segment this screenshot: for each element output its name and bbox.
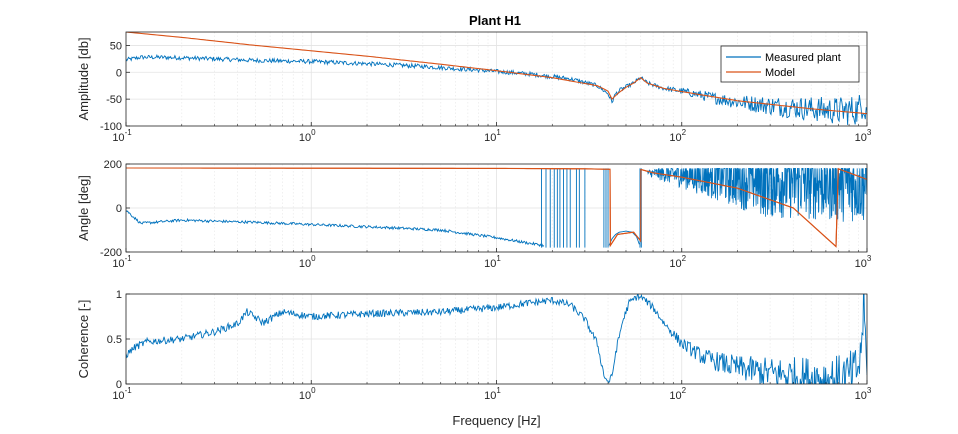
measured-line bbox=[126, 294, 867, 384]
subplot-2: 1 0 -1 100 101 102 103 -200 0 200 Angle [deg] bbox=[76, 159, 872, 270]
legend-box bbox=[720, 45, 860, 83]
figure-title: Plant H1 bbox=[469, 13, 521, 28]
x-tick-exponent: 3 bbox=[867, 254, 872, 263]
x-tick-label: 102 bbox=[669, 128, 686, 144]
measured-line bbox=[608, 230, 640, 246]
y-axis-label: Coherence [-] bbox=[76, 300, 91, 379]
x-tick-label: 102 bbox=[669, 386, 686, 402]
subplot-1: 1 0 -1 100 101 102 103 -100 -50 0 50 Amplitude [db]… bbox=[76, 31, 872, 144]
model-line bbox=[126, 167, 867, 248]
y-axis-label: Angle [deg] bbox=[76, 175, 91, 241]
x-axis-label: Frequency [Hz] bbox=[452, 413, 540, 428]
measured-line bbox=[126, 54, 867, 125]
y-tick-label: 0 bbox=[116, 379, 122, 391]
y-tick-label: 0 bbox=[116, 67, 122, 79]
x-tick-exponent: 3 bbox=[867, 128, 872, 137]
phase-wrap-lines bbox=[126, 167, 867, 248]
legend-entry: Model bbox=[765, 67, 795, 79]
x-tick-label: 100 bbox=[299, 254, 316, 270]
model-line bbox=[126, 32, 867, 115]
y-tick-label: -200 bbox=[100, 247, 122, 259]
x-tick-exponent: -1 bbox=[125, 254, 133, 263]
measured-line bbox=[646, 168, 867, 222]
series-group bbox=[126, 32, 867, 125]
legend-entry: Measured plant bbox=[765, 52, 841, 64]
y-tick-label: 0.5 bbox=[107, 334, 122, 346]
y-axis-label: Amplitude [db] bbox=[76, 37, 91, 120]
y-tick-label: -50 bbox=[106, 94, 122, 106]
x-tick-exponent: 1 bbox=[496, 128, 501, 137]
x-tick-label: 100 bbox=[299, 386, 316, 402]
y-tick-label: 1 bbox=[116, 289, 122, 301]
y-tick-label: 200 bbox=[104, 159, 122, 171]
x-tick-exponent: 2 bbox=[682, 128, 687, 137]
x-tick-label: 103 bbox=[855, 386, 872, 402]
series-group bbox=[126, 294, 867, 384]
x-tick-exponent: 0 bbox=[311, 386, 316, 395]
y-tick-label: -100 bbox=[100, 121, 122, 133]
x-tick-exponent: 2 bbox=[682, 254, 687, 263]
legend: Measured plant Model bbox=[720, 45, 860, 83]
x-tick-label: 103 bbox=[855, 128, 872, 144]
x-tick-exponent: 0 bbox=[311, 254, 316, 263]
x-tick-exponent: -1 bbox=[125, 128, 133, 137]
x-tick-exponent: 1 bbox=[496, 254, 501, 263]
x-tick-exponent: 1 bbox=[496, 386, 501, 395]
x-tick-label: 101 bbox=[484, 254, 501, 270]
x-tick-label: 102 bbox=[669, 254, 686, 270]
x-tick-exponent: 2 bbox=[682, 386, 687, 395]
x-tick-exponent: 3 bbox=[867, 386, 872, 395]
x-tick-label: 103 bbox=[855, 254, 872, 270]
x-tick-label: 101 bbox=[484, 386, 501, 402]
x-tick-exponent: 0 bbox=[311, 128, 316, 137]
x-tick-exponent: -1 bbox=[125, 386, 133, 395]
measured-line bbox=[126, 210, 545, 248]
x-tick-label: 101 bbox=[484, 128, 501, 144]
x-tick-label: 100 bbox=[299, 128, 316, 144]
y-tick-label: 50 bbox=[110, 40, 122, 52]
y-tick-label: 0 bbox=[116, 203, 122, 215]
